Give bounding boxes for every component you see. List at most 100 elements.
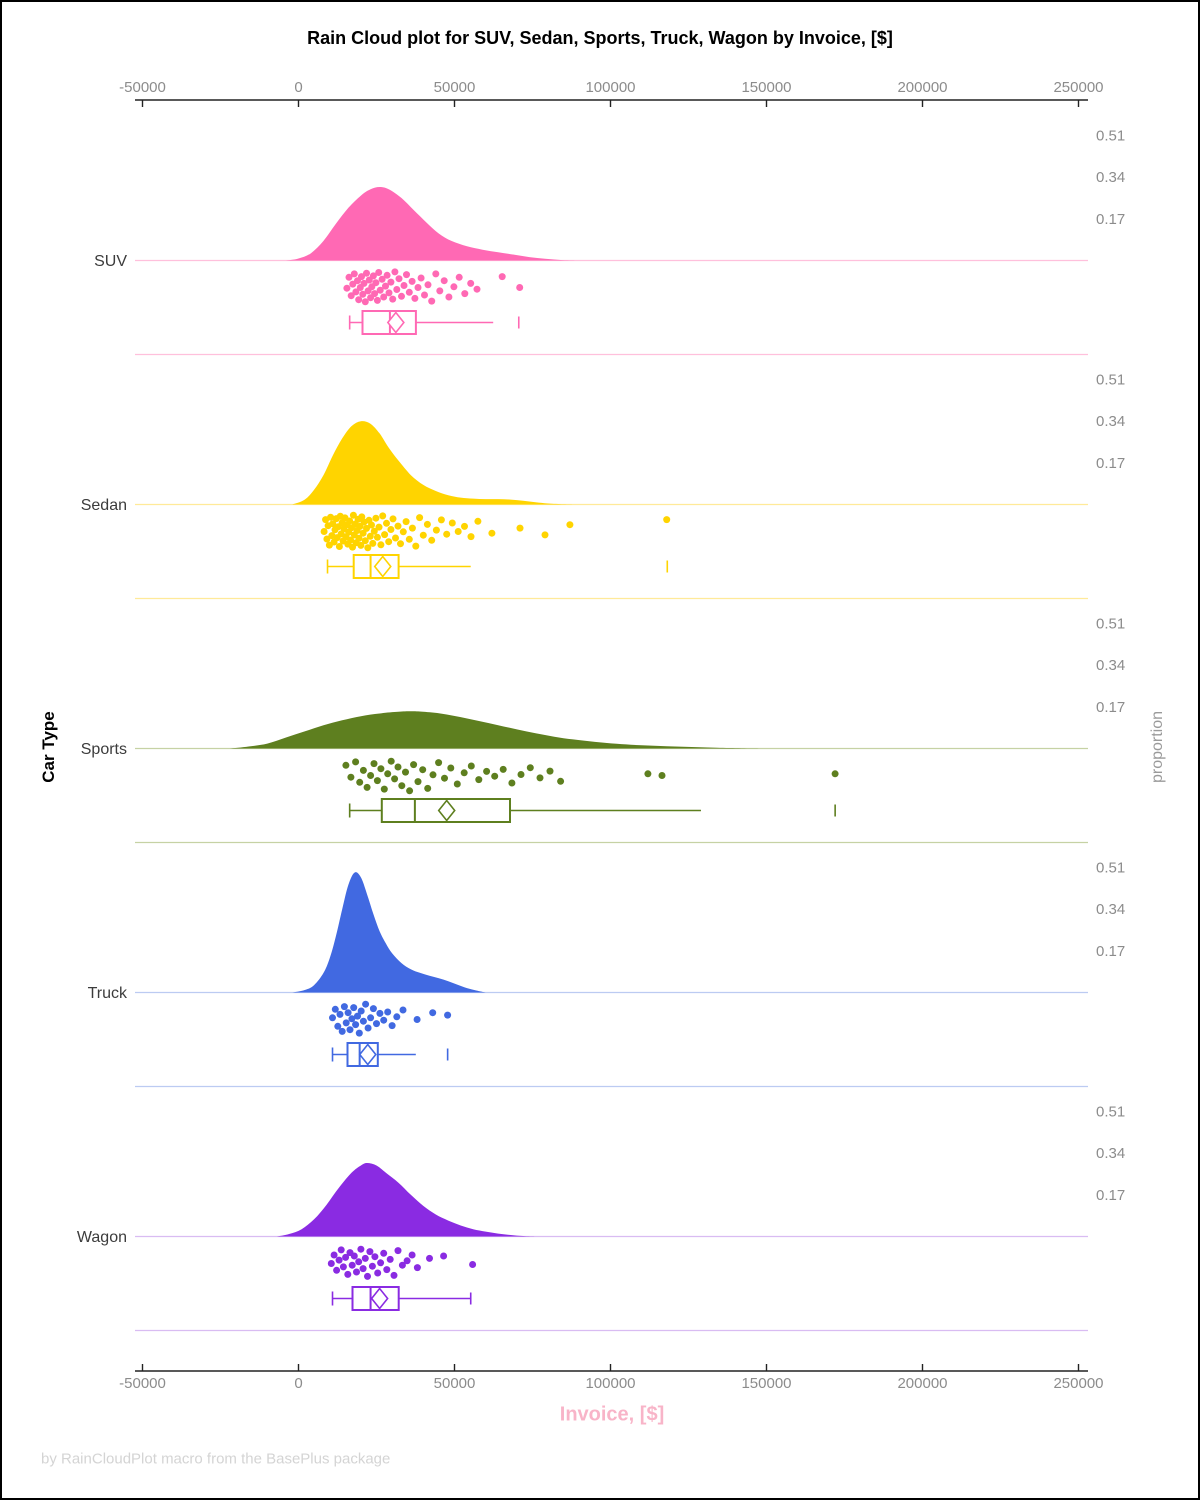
x-tick-label: 200000 [897,1375,947,1392]
rain-point [412,542,420,550]
rain-point [379,512,387,520]
box-plot [348,798,836,823]
rain-point [410,761,418,769]
rain-point [344,1270,352,1278]
x-tick-label: 200000 [897,79,947,96]
rain-point [408,1251,416,1259]
rain-point [488,529,496,537]
rain-point [356,778,364,786]
rain-point [367,772,375,779]
rain-point [391,268,399,276]
proportion-tick-label: 0.51 [1096,1104,1125,1121]
rain-point [428,536,436,544]
rain-point [323,535,331,543]
rain-point [371,290,379,298]
rain-points [327,1245,477,1280]
panel-wagon: 0.51 0.34 0.17 Wagon [77,1104,1125,1332]
rain-point [383,519,390,527]
rain-point [359,1265,367,1273]
rain-point [359,1017,367,1025]
rain-point [461,522,468,530]
rain-point [831,770,839,778]
rain-point [461,290,469,298]
rain-point [416,514,424,522]
rain-point [335,543,343,550]
panel-sports: 0.51 0.34 0.17 Sports [81,616,1125,844]
rain-point [405,288,413,296]
rain-point [516,284,524,291]
rain-point [440,277,448,285]
rain-point [469,1261,477,1268]
rain-point [367,1014,375,1022]
rain-point [387,526,395,533]
density-cloud [276,1163,536,1237]
category-label: Sports [81,741,127,758]
box-plot [326,554,669,579]
x-tick-label: 250000 [1053,79,1103,96]
rain-point [336,1010,344,1018]
rain-point [406,787,414,795]
proportion-tick-label: 0.51 [1096,616,1125,633]
rain-point [375,523,383,531]
rain-point [342,761,350,769]
rain-point [644,770,652,778]
box-plot [331,1286,472,1311]
rain-point [366,532,374,540]
rain-point [342,1019,350,1027]
y-axis-label-car-type: Car Type [39,711,58,783]
x-tick-label: 100000 [585,1375,635,1392]
rain-point [436,287,444,295]
rain-point [382,282,389,290]
rain-point [432,526,440,534]
rain-point [368,521,375,529]
rain-point [364,544,372,552]
rain-point [398,1261,406,1269]
x-tick-label: -50000 [119,1375,166,1392]
rain-point [362,1000,370,1008]
rain-point [329,1014,336,1022]
rain-point [373,296,381,304]
rain-point [372,514,380,522]
rain-point [347,536,355,544]
category-label: Truck [88,985,128,1002]
proportion-tick-label: 0.51 [1096,372,1125,389]
rain-point [400,282,408,289]
rain-point [498,273,506,281]
proportion-tick-label: 0.17 [1096,455,1125,472]
category-label: SUV [94,253,127,270]
x-tick-label: 250000 [1053,1375,1103,1392]
rain-point [338,1027,346,1035]
rain-point [371,1253,379,1261]
rain-point [440,1252,448,1260]
rain-point [373,777,381,785]
rain-point [370,527,378,535]
mean-diamond [386,311,405,334]
rain-point [429,1009,437,1017]
rain-point [377,765,385,773]
rain-point [369,539,377,547]
rain-point [467,762,475,770]
rain-point [320,528,328,535]
rain-point [333,1266,341,1274]
rain-point [394,763,402,771]
rain-point [413,1264,421,1272]
rain-point [541,531,549,539]
rain-point [352,758,360,766]
rain-point [455,273,463,281]
rain-point [361,537,369,545]
x-tick-label: 50000 [434,1375,476,1392]
rain-point [421,291,428,299]
rain-point [368,1262,376,1270]
rain-point [423,520,431,528]
rain-point [447,764,455,772]
y-axis-label-proportion: proportion [1149,710,1166,784]
panel-suv: 0.51 0.34 0.17 SUV [94,128,1125,356]
rain-point [411,294,419,302]
rain-point [546,767,554,775]
rain-point [405,535,413,543]
rain-point [386,1255,394,1263]
rain-point [398,782,406,790]
rain-point [366,1248,374,1256]
rain-point [387,757,395,765]
